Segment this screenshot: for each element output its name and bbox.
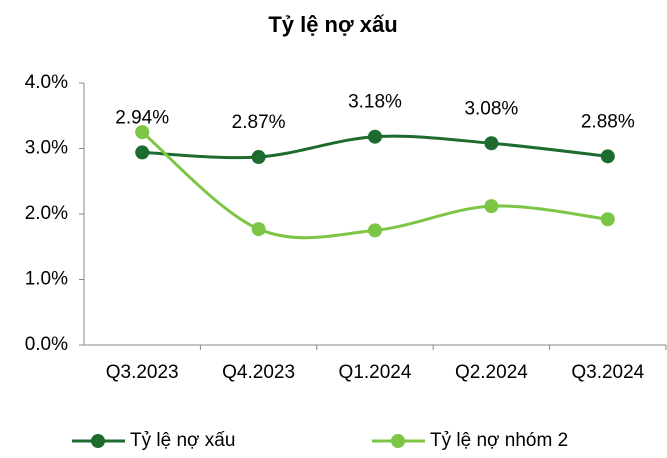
legend-marker bbox=[91, 434, 105, 448]
data-label: 3.08% bbox=[464, 98, 518, 119]
data-point bbox=[135, 145, 150, 160]
legend-marker bbox=[391, 434, 405, 448]
data-point bbox=[600, 212, 615, 227]
x-tick-label: Q1.2024 bbox=[339, 362, 412, 383]
legend-label: Tỷ lệ nợ xấu bbox=[130, 430, 235, 451]
legend-label: Tỷ lệ nợ nhóm 2 bbox=[430, 430, 568, 451]
y-tick-label: 1.0% bbox=[25, 269, 68, 290]
data-point bbox=[135, 125, 150, 140]
y-tick-label: 2.0% bbox=[25, 203, 68, 224]
data-label: 2.87% bbox=[232, 112, 286, 133]
chart-title: Tỷ lệ nợ xấu bbox=[268, 12, 397, 37]
data-label: 2.88% bbox=[581, 111, 635, 132]
data-point bbox=[368, 223, 382, 238]
y-tick-label: 0.0% bbox=[25, 334, 68, 355]
x-tick-label: Q4.2023 bbox=[222, 362, 295, 383]
x-tick-label: Q3.2024 bbox=[571, 362, 644, 383]
data-point bbox=[484, 199, 499, 214]
data-point bbox=[251, 150, 266, 165]
x-tick-label: Q2.2024 bbox=[455, 362, 528, 383]
data-point bbox=[251, 222, 266, 237]
data-point bbox=[368, 129, 382, 144]
x-tick-label: Q3.2023 bbox=[106, 362, 179, 383]
y-tick-label: 3.0% bbox=[25, 138, 68, 159]
data-point bbox=[484, 136, 499, 151]
data-label: 3.18% bbox=[348, 92, 402, 113]
data-label: 2.94% bbox=[115, 107, 169, 128]
data-point bbox=[600, 149, 615, 164]
y-tick-label: 4.0% bbox=[25, 72, 68, 93]
